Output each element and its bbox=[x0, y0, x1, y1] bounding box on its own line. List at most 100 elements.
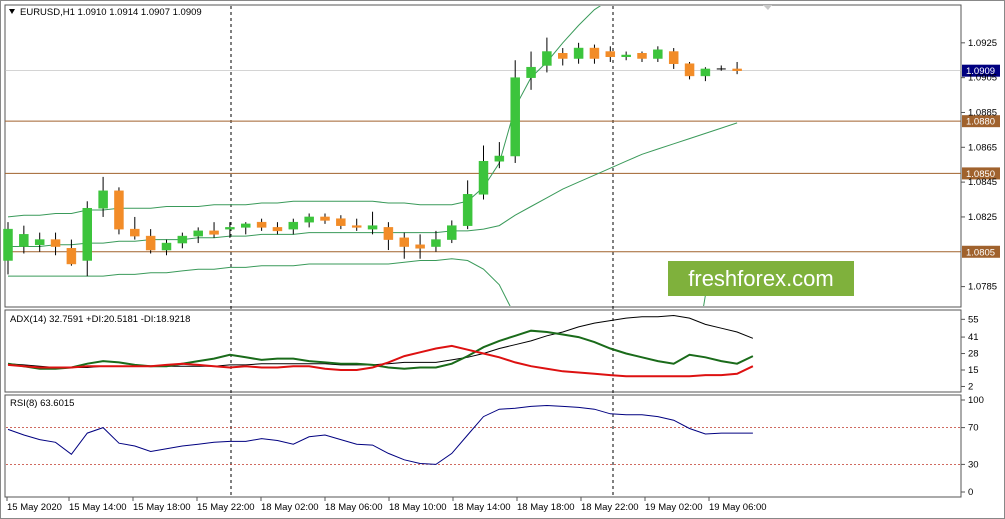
price-level-tag bbox=[962, 245, 1000, 258]
candle-body bbox=[193, 230, 203, 237]
candle-body bbox=[336, 218, 346, 226]
adx-lines bbox=[7, 314, 754, 378]
y-tick-label: 1.0865 bbox=[968, 142, 997, 153]
x-tick-label: 18 May 14:00 bbox=[453, 502, 511, 513]
candle-body bbox=[256, 221, 267, 228]
rsi-tick-label: 70 bbox=[968, 423, 979, 434]
bollinger-upper-band bbox=[7, 6, 601, 218]
plus-di-line bbox=[7, 329, 754, 370]
y-tick-label: 1.0785 bbox=[968, 282, 997, 293]
candle-body bbox=[526, 66, 536, 78]
price-level-label: 1.0805 bbox=[966, 247, 995, 258]
candle-body bbox=[225, 227, 235, 230]
rsi-tick-label: 100 bbox=[968, 395, 984, 406]
candle-body bbox=[447, 225, 457, 240]
candle-body bbox=[145, 235, 156, 251]
rsi-title: RSI(8) 63.6015 bbox=[10, 398, 74, 409]
adx-tick-label: 55 bbox=[968, 314, 979, 325]
candle-body bbox=[34, 239, 45, 246]
x-tick-label: 15 May 2020 bbox=[7, 502, 62, 513]
adx-title: ADX(14) 32.7591 +DI:20.5181 -DI:18.9218 bbox=[10, 314, 190, 325]
current-price-tag bbox=[962, 64, 1000, 77]
candle-body bbox=[351, 225, 362, 228]
x-tick-label: 18 May 10:00 bbox=[389, 502, 447, 513]
y-tick-label: 1.0825 bbox=[968, 212, 997, 223]
candle-body bbox=[494, 155, 505, 162]
candle-body bbox=[621, 54, 631, 58]
candle-body bbox=[50, 239, 61, 247]
minus-di-line bbox=[7, 344, 754, 378]
candle-body bbox=[66, 248, 77, 265]
watermark-box bbox=[668, 261, 854, 296]
adx-tick-label: 28 bbox=[968, 349, 979, 360]
candle-body bbox=[114, 190, 124, 230]
adx-tick-label: 41 bbox=[968, 332, 979, 343]
candle-body bbox=[700, 68, 711, 77]
x-tick-label: 19 May 02:00 bbox=[645, 502, 703, 513]
axis-labels: 1.0925 1.0905 1.0885 1.0865 1.0845 1.0825 1.07… bbox=[6, 38, 997, 513]
rsi-tick-label: 0 bbox=[968, 487, 973, 498]
price-level-tag bbox=[962, 115, 1000, 128]
candle-body bbox=[177, 235, 188, 244]
candle-body bbox=[605, 51, 616, 58]
candle-body bbox=[573, 47, 584, 59]
candle-body bbox=[637, 53, 647, 59]
candle-body bbox=[3, 228, 13, 261]
candle-body bbox=[383, 227, 394, 240]
bollinger-lower-band bbox=[8, 258, 738, 306]
support-resistance-levels: 1.0880 1.0850 1.0805 1.0909 bbox=[5, 64, 1000, 258]
scroll-marker-icon[interactable] bbox=[763, 5, 772, 10]
y-tick-label: 1.0925 bbox=[968, 38, 997, 49]
rsi-tick-label: 30 bbox=[968, 459, 979, 470]
candle-body bbox=[98, 190, 108, 209]
candle-body bbox=[462, 194, 473, 226]
adx-panel-frame bbox=[4, 309, 962, 393]
candle-body bbox=[668, 51, 679, 64]
x-tick-label: 18 May 02:00 bbox=[261, 502, 319, 513]
x-tick-label: 18 May 22:00 bbox=[581, 502, 639, 513]
watermark-text: freshforex.com bbox=[688, 266, 834, 291]
y-tick-label: 1.0885 bbox=[968, 107, 997, 118]
x-tick-label: 15 May 22:00 bbox=[197, 502, 255, 513]
rsi-line bbox=[6, 404, 960, 465]
price-level-tag bbox=[962, 167, 1000, 180]
adx-tick-label: 15 bbox=[968, 365, 979, 376]
candle-body bbox=[415, 244, 425, 249]
y-tick-label: 1.0845 bbox=[968, 177, 997, 188]
candle-body bbox=[510, 77, 520, 157]
x-tick-label: 15 May 14:00 bbox=[69, 502, 127, 513]
candle-body bbox=[558, 53, 568, 59]
candle-body bbox=[542, 51, 552, 66]
main-chart-title: EURUSD,H1 1.0910 1.0914 1.0907 1.0909 bbox=[20, 7, 202, 18]
candle-body bbox=[320, 216, 330, 221]
current-price-label: 1.0909 bbox=[966, 66, 995, 77]
candle-body bbox=[732, 68, 742, 71]
candle-body bbox=[209, 230, 219, 235]
candle-body bbox=[82, 207, 92, 261]
rsi-line-path bbox=[7, 404, 753, 465]
candle-body bbox=[367, 225, 378, 230]
candlestick-series bbox=[3, 37, 742, 277]
candle-body bbox=[272, 227, 283, 232]
candle-body bbox=[653, 49, 663, 59]
x-tick-label: 19 May 06:00 bbox=[709, 502, 767, 513]
candle-body bbox=[130, 228, 140, 237]
candle-body bbox=[431, 239, 441, 247]
candle-body bbox=[684, 63, 695, 77]
candle-body bbox=[19, 234, 29, 247]
candle-body bbox=[288, 221, 299, 230]
candle-body bbox=[399, 237, 409, 247]
candle-body bbox=[304, 216, 314, 223]
candle-body bbox=[478, 160, 489, 195]
price-level-label: 1.0850 bbox=[966, 169, 995, 180]
adx-tick-label: 2 bbox=[968, 381, 973, 392]
x-tick-label: 18 May 06:00 bbox=[325, 502, 383, 513]
x-tick-label: 15 May 18:00 bbox=[133, 502, 191, 513]
candle-body bbox=[161, 242, 172, 251]
collapse-triangle-icon[interactable] bbox=[9, 9, 15, 14]
y-tick-label: 1.0905 bbox=[968, 73, 997, 84]
rsi-panel-frame bbox=[4, 394, 962, 498]
candle-body bbox=[589, 47, 600, 59]
